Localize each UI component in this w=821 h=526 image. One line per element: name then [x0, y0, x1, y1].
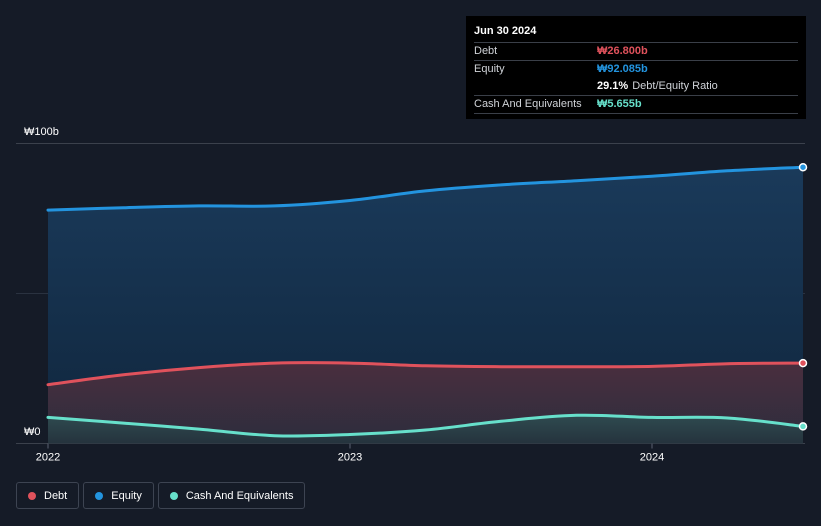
- tooltip-equity-value: ₩92.085b: [597, 63, 648, 75]
- tooltip-cash-label: Cash And Equivalents: [474, 98, 582, 110]
- legend-equity-label: Equity: [111, 489, 142, 502]
- tooltip-cash-value: ₩5.655b: [597, 98, 642, 110]
- debt-endpoint-marker: [798, 358, 808, 368]
- tooltip-panel: Jun 30 2024 Debt ₩26.800b Equity ₩92.085…: [466, 16, 806, 119]
- tooltip-equity-label: Equity: [474, 63, 505, 75]
- tooltip-row-ratio: 29.1% Debt/Equity Ratio: [474, 78, 798, 95]
- tooltip-ratio-label: Debt/Equity Ratio: [632, 80, 718, 92]
- y-axis-top-label: ₩100b: [24, 126, 59, 138]
- legend-debt-label: Debt: [44, 489, 68, 502]
- debt-line: [46, 361, 805, 387]
- x-tick-label-2024: 2024: [640, 452, 664, 464]
- debt-dot-icon: [28, 491, 36, 500]
- equity-line: [46, 165, 805, 212]
- tooltip-date: Jun 30 2024: [474, 25, 537, 37]
- legend-item-debt[interactable]: Debt: [16, 482, 80, 509]
- x-tick-label-2023: 2023: [338, 452, 362, 464]
- x-tick-label-2022: 2022: [36, 452, 60, 464]
- legend-cash-label: Cash And Equivalents: [185, 489, 294, 502]
- tooltip-debt-label: Debt: [474, 45, 498, 57]
- legend: Debt Equity Cash And Equivalents: [16, 482, 306, 509]
- tooltip-row-debt: Debt ₩26.800b: [474, 42, 798, 60]
- cash-dot-icon: [169, 491, 178, 500]
- cash-endpoint-marker: [798, 422, 808, 431]
- legend-item-cash[interactable]: Cash And Equivalents: [157, 482, 306, 509]
- tooltip-debt-value: ₩26.800b: [597, 45, 648, 57]
- legend-item-equity[interactable]: Equity: [83, 482, 154, 509]
- y-axis-bottom-label: ₩0: [24, 426, 41, 438]
- equity-endpoint-marker: [798, 162, 808, 172]
- tooltip-ratio-value: 29.1%: [597, 80, 629, 92]
- cash-area: [48, 415, 803, 444]
- cash-line: [46, 413, 805, 438]
- tooltip-row-cash: Cash And Equivalents ₩5.655b: [474, 95, 798, 114]
- equity-dot-icon: [95, 491, 104, 500]
- tooltip-row-equity: Equity ₩92.085b: [474, 60, 798, 78]
